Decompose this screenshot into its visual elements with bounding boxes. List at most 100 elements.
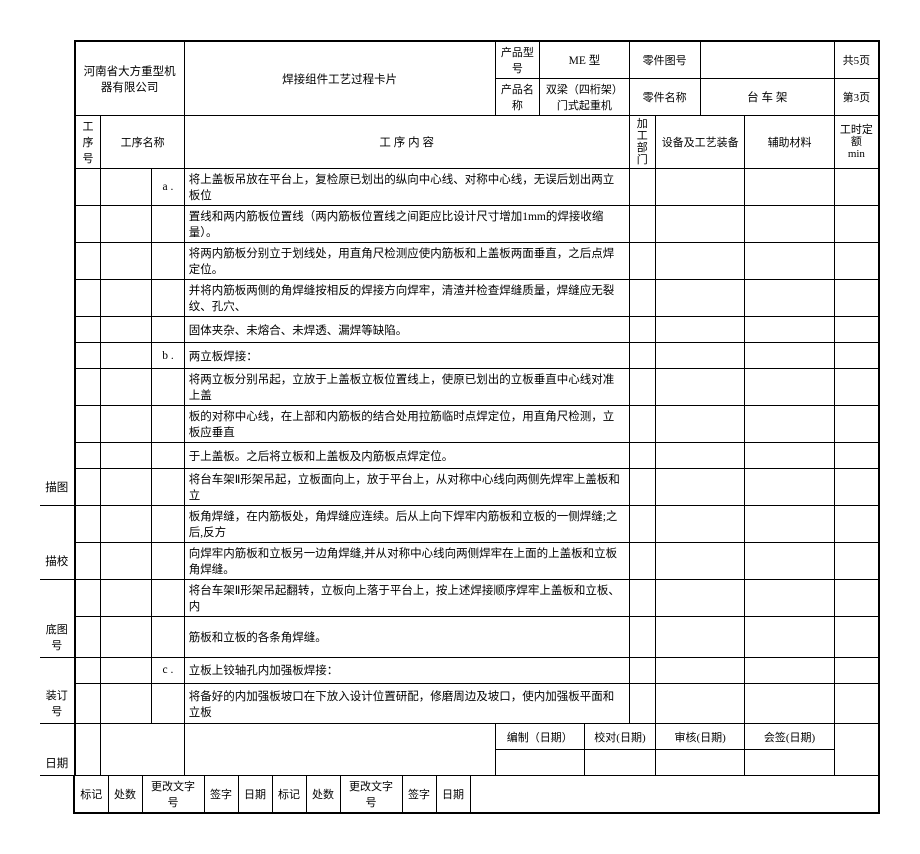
equip-cell: [656, 443, 745, 469]
aux-cell: [745, 369, 834, 406]
aux-cell: [745, 657, 834, 683]
product-model-label: 产品型号: [495, 41, 540, 79]
product-model: ME 型: [540, 41, 629, 79]
time-cell: [834, 343, 879, 369]
equip-cell: [656, 617, 745, 658]
dept-cell: [629, 169, 655, 206]
side-label-check: 描校: [40, 543, 75, 580]
opname-cell: [101, 317, 152, 343]
sub-cell: [152, 683, 185, 724]
footer-blank: [75, 724, 101, 776]
content-cell: 将台车架Ⅱ形架吊起翻转，立板向上落于平台上，按上述焊接顺序焊牢上盖板和立板、内: [184, 580, 629, 617]
dept-cell: [629, 406, 655, 443]
time-cell: [834, 657, 879, 683]
sub-cell: a .: [152, 169, 185, 206]
sign1: 签字: [204, 776, 238, 814]
seq-cell: [75, 543, 101, 580]
footer-blank: [101, 724, 184, 776]
check-val: [584, 750, 655, 776]
content-cell: 板角焊缝，在内筋板处，角焊缝应连续。后从上向下焊牢内筋板和立板的一侧焊缝;之后,…: [184, 506, 629, 543]
equip-cell: [656, 506, 745, 543]
opname-cell: [101, 617, 152, 658]
sub-cell: [152, 280, 185, 317]
opname-cell: [101, 343, 152, 369]
equip-cell: [656, 343, 745, 369]
opname-cell: [101, 280, 152, 317]
seq-cell: [75, 343, 101, 369]
seq-cell: [75, 580, 101, 617]
aux-cell: [745, 243, 834, 280]
chg2: 更改文字号: [340, 776, 402, 814]
aux-cell: [745, 343, 834, 369]
content-cell: 两立板焊接：: [184, 343, 629, 369]
aux-cell: [745, 543, 834, 580]
chg1: 更改文字号: [142, 776, 204, 814]
content-cell: 将备好的内加强板坡口在下放入设计位置研配，修磨周边及坡口，使内加强板平面和立板: [184, 683, 629, 724]
opname-cell: [101, 506, 152, 543]
content-cell: 板的对称中心线，在上部和内筋板的结合处用拉筋临时点焊定位，用直角尺检测，立板应垂…: [184, 406, 629, 443]
seq-cell: [75, 206, 101, 243]
col-content: 工 序 内 容: [184, 116, 629, 169]
content-cell: 将两立板分别吊起，立放于上盖板立板位置线上，使原已划出的立板垂直中心线对准上盖: [184, 369, 629, 406]
aux-cell: [745, 317, 834, 343]
opname-cell: [101, 243, 152, 280]
opname-cell: [101, 169, 152, 206]
sub-cell: [152, 580, 185, 617]
col-dept: 加工部门: [629, 116, 655, 169]
opname-cell: [101, 543, 152, 580]
sub-cell: [152, 506, 185, 543]
opname-cell: [101, 469, 152, 506]
opname-cell: [101, 406, 152, 443]
time-cell: [834, 469, 879, 506]
seq-cell: [75, 243, 101, 280]
dept-cell: [629, 617, 655, 658]
aux-cell: [745, 683, 834, 724]
sub-cell: [152, 617, 185, 658]
company-name: 河南省大方重型机器有限公司: [75, 41, 185, 116]
seq-cell: [75, 506, 101, 543]
dept-cell: [629, 506, 655, 543]
content-cell: 并将内筋板两侧的角焊缝按相反的焊接方向焊牢，清渣并检查焊缝质量，焊缝应无裂纹、孔…: [184, 280, 629, 317]
time-cell: [834, 617, 879, 658]
seq-cell: [75, 406, 101, 443]
review-val: [656, 750, 745, 776]
mark1: 标记: [74, 776, 108, 814]
aux-cell: [745, 280, 834, 317]
qty2: 处数: [306, 776, 340, 814]
equip-cell: [656, 543, 745, 580]
dept-cell: [629, 443, 655, 469]
part-name: 台 车 架: [700, 79, 834, 116]
dept-cell: [629, 657, 655, 683]
sub-cell: [152, 243, 185, 280]
process-card-table: 河南省大方重型机器有限公司 焊接组件工艺过程卡片 产品型号 ME 型 零件图号 …: [40, 40, 880, 776]
side-label-date: 日期: [40, 750, 75, 776]
seq-cell: [75, 683, 101, 724]
seq-cell: [75, 280, 101, 317]
equip-cell: [656, 657, 745, 683]
sub-cell: c .: [152, 657, 185, 683]
sub-cell: [152, 369, 185, 406]
date1: 日期: [238, 776, 272, 814]
seq-cell: [75, 169, 101, 206]
aux-cell: [745, 406, 834, 443]
seq-cell: [75, 469, 101, 506]
sub-cell: [152, 469, 185, 506]
content-cell: 向焊牢内筋板和立板另一边角焊缝,并从对称中心线向两侧焊牢在上面的上盖板和立板角焊…: [184, 543, 629, 580]
content-cell: 将两内筋板分别立于划线处，用直角尺检测应使内筋板和上盖板两面垂直，之后点焊定位。: [184, 243, 629, 280]
product-name: 双梁（四桁架）门式起重机: [540, 79, 629, 116]
equip-cell: [656, 206, 745, 243]
dept-cell: [629, 317, 655, 343]
aux-cell: [745, 443, 834, 469]
content-cell: 于上盖板。之后将立板和上盖板及内筋板点焊定位。: [184, 443, 629, 469]
side-label-base: 底图号: [40, 617, 75, 658]
col-seq: 工序号: [75, 116, 101, 169]
content-cell: 将上盖板吊放在平台上，复检原已划出的纵向中心线、对称中心线，无误后划出两立板位: [184, 169, 629, 206]
dept-cell: [629, 280, 655, 317]
col-time: 工时定额 min: [834, 116, 879, 169]
qty1: 处数: [108, 776, 142, 814]
dept-cell: [629, 206, 655, 243]
seq-cell: [75, 369, 101, 406]
product-name-label: 产品名称: [495, 79, 540, 116]
time-cell: [834, 506, 879, 543]
seq-cell: [75, 617, 101, 658]
